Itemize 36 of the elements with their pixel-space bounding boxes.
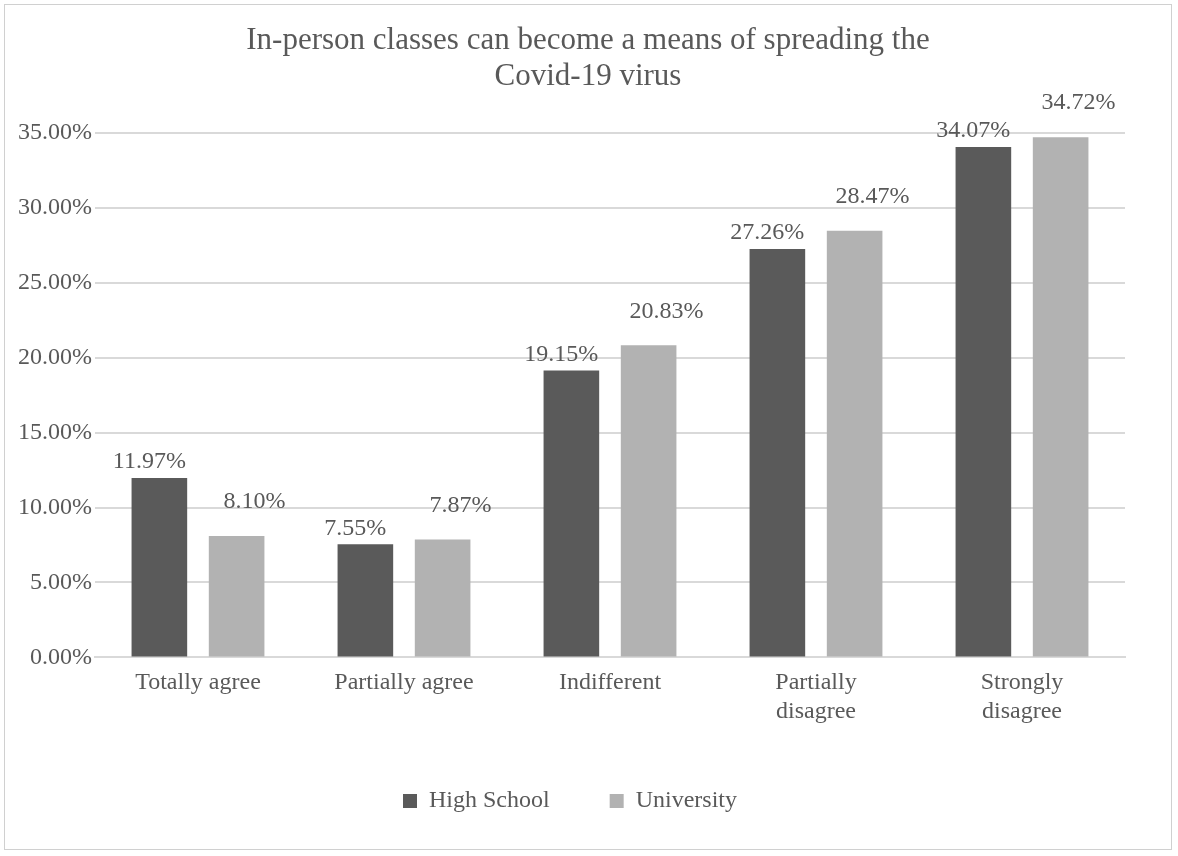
y-tick-label: 25.00% <box>17 268 92 295</box>
data-label: 7.55% <box>324 513 387 540</box>
bar <box>208 536 265 657</box>
data-label: 19.15% <box>524 339 599 366</box>
y-tick-label: 30.00% <box>17 193 92 220</box>
y-tick-label: 35.00% <box>17 118 92 145</box>
bar <box>543 370 600 657</box>
data-label: 28.47% <box>835 182 910 209</box>
bar <box>131 478 188 657</box>
bar <box>337 544 394 657</box>
y-tick-label: 5.00% <box>29 567 92 594</box>
bar <box>955 146 1012 657</box>
x-tick-label: Strongly disagree <box>980 668 1064 723</box>
bar <box>414 539 471 657</box>
bar <box>826 230 883 657</box>
y-tick-label: 0.00% <box>29 642 92 669</box>
data-label: 7.87% <box>429 490 492 517</box>
bar <box>749 248 806 657</box>
data-label: 11.97% <box>112 447 186 474</box>
legend-label: High School <box>429 786 551 813</box>
y-tick-label: 20.00% <box>17 343 92 370</box>
x-tick-label: Partially disagree <box>775 668 857 723</box>
data-label: 27.26% <box>730 218 805 245</box>
bar <box>1032 137 1089 657</box>
data-label: 34.07% <box>936 116 1011 143</box>
chart-title: In-person classes can become a means of spreading the Covid-19 virus <box>245 21 931 93</box>
data-label: 20.83% <box>629 296 704 323</box>
x-tick-label: Totally agree <box>135 668 261 695</box>
legend-label: University <box>635 786 737 813</box>
y-tick-label: 10.00% <box>17 492 92 519</box>
data-label: 8.10% <box>223 487 286 514</box>
x-tick-label: Partially agree <box>334 668 474 695</box>
data-label: 34.72% <box>1041 88 1116 115</box>
x-tick-label: Indifferent <box>558 668 662 695</box>
y-tick-label: 15.00% <box>17 417 92 444</box>
bar <box>620 345 677 657</box>
